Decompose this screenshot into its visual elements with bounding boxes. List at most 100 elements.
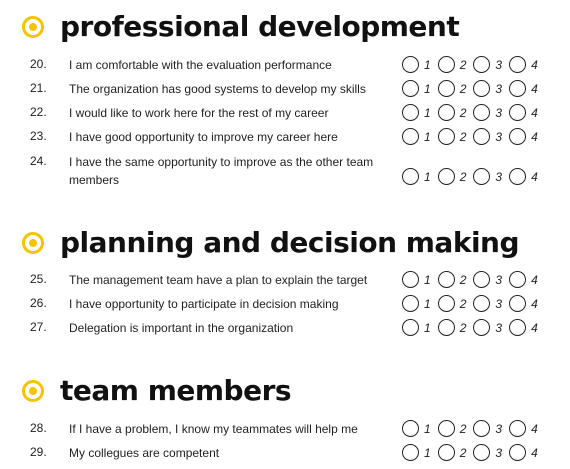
radio-button[interactable]: [509, 104, 527, 121]
rating-option-1[interactable]: 1: [402, 319, 431, 336]
radio-button[interactable]: [509, 56, 527, 73]
radio-button[interactable]: [509, 80, 527, 97]
rating-option-3[interactable]: 3: [473, 420, 502, 437]
rating-option-4[interactable]: 4: [509, 295, 538, 312]
radio-button[interactable]: [402, 128, 419, 145]
radio-button[interactable]: [402, 420, 419, 437]
question-text: I am comfortable with the evaluation per…: [69, 58, 332, 72]
radio-button[interactable]: [509, 271, 527, 288]
rating-options: 1 2 3 4: [402, 420, 545, 437]
rating-option-3[interactable]: 3: [473, 444, 502, 461]
radio-button[interactable]: [437, 168, 455, 185]
rating-options: 1 2 3 4: [402, 168, 545, 185]
rating-options: 1 2 3 4: [402, 56, 545, 73]
radio-button[interactable]: [437, 271, 455, 288]
radio-button[interactable]: [473, 319, 491, 336]
radio-button[interactable]: [509, 168, 527, 185]
target-icon: [22, 15, 44, 38]
rating-option-1[interactable]: 1: [402, 168, 431, 185]
rating-option-4[interactable]: 4: [509, 104, 538, 121]
radio-button[interactable]: [509, 319, 527, 336]
radio-button[interactable]: [473, 128, 491, 145]
question-row: 28. If I have a problem, I know my teamm…: [0, 420, 570, 444]
radio-button[interactable]: [437, 295, 455, 312]
rating-option-3[interactable]: 3: [473, 168, 502, 185]
rating-option-4[interactable]: 4: [509, 319, 538, 336]
section-header-team-members: team members: [22, 374, 292, 407]
rating-option-2[interactable]: 2: [437, 444, 466, 461]
radio-button[interactable]: [402, 104, 419, 121]
rating-option-2[interactable]: 2: [437, 168, 466, 185]
rating-option-1[interactable]: 1: [402, 128, 431, 145]
radio-button[interactable]: [473, 444, 491, 461]
rating-option-3[interactable]: 3: [473, 295, 502, 312]
question-row: 23. I have good opportunity to improve m…: [0, 128, 570, 152]
rating-option-4[interactable]: 4: [509, 271, 538, 288]
rating-option-3[interactable]: 3: [473, 104, 502, 121]
question-row: 26. I have opportunity to participate in…: [0, 295, 570, 319]
rating-option-4[interactable]: 4: [509, 128, 538, 145]
radio-button[interactable]: [437, 128, 455, 145]
rating-option-1[interactable]: 1: [402, 420, 431, 437]
rating-option-1[interactable]: 1: [402, 271, 431, 288]
radio-button[interactable]: [473, 80, 491, 97]
radio-button[interactable]: [509, 128, 527, 145]
question-number: 23.: [30, 129, 47, 143]
rating-option-4[interactable]: 4: [509, 56, 538, 73]
rating-option-4[interactable]: 4: [509, 444, 538, 461]
rating-option-2[interactable]: 2: [437, 420, 466, 437]
radio-button[interactable]: [402, 80, 419, 97]
radio-button[interactable]: [473, 420, 491, 437]
question-row: 21. The organization has good systems to…: [0, 80, 570, 104]
radio-button[interactable]: [473, 168, 491, 185]
radio-button[interactable]: [402, 271, 419, 288]
rating-option-3[interactable]: 3: [473, 56, 502, 73]
question-number: 29.: [30, 445, 47, 459]
rating-option-1[interactable]: 1: [402, 295, 431, 312]
rating-option-4[interactable]: 4: [509, 80, 538, 97]
rating-option-2[interactable]: 2: [437, 128, 466, 145]
rating-option-2[interactable]: 2: [437, 56, 466, 73]
question-row: 22. I would like to work here for the re…: [0, 104, 570, 128]
rating-option-1[interactable]: 1: [402, 444, 431, 461]
radio-button[interactable]: [437, 80, 455, 97]
radio-button[interactable]: [402, 295, 419, 312]
radio-button[interactable]: [509, 295, 527, 312]
rating-option-3[interactable]: 3: [473, 271, 502, 288]
rating-option-3[interactable]: 3: [473, 319, 502, 336]
radio-button[interactable]: [437, 319, 455, 336]
rating-options: 1 2 3 4: [402, 128, 545, 145]
radio-button[interactable]: [437, 104, 455, 121]
radio-button[interactable]: [402, 168, 419, 185]
radio-button[interactable]: [402, 56, 419, 73]
rating-option-2[interactable]: 2: [437, 295, 466, 312]
radio-button[interactable]: [473, 271, 491, 288]
rating-option-1[interactable]: 1: [402, 56, 431, 73]
radio-button[interactable]: [437, 420, 455, 437]
rating-option-3[interactable]: 3: [473, 128, 502, 145]
question-number: 22.: [30, 105, 47, 119]
radio-button[interactable]: [437, 444, 455, 461]
question-number: 26.: [30, 296, 47, 310]
question-row: 25. The management team have a plan to e…: [0, 271, 570, 295]
radio-button[interactable]: [437, 56, 455, 73]
rating-options: 1 2 3 4: [402, 80, 545, 97]
rating-option-1[interactable]: 1: [402, 80, 431, 97]
radio-button[interactable]: [473, 56, 491, 73]
rating-option-2[interactable]: 2: [437, 271, 466, 288]
rating-option-4[interactable]: 4: [509, 168, 538, 185]
radio-button[interactable]: [402, 319, 419, 336]
rating-options: 1 2 3 4: [402, 104, 545, 121]
rating-option-2[interactable]: 2: [437, 104, 466, 121]
rating-option-3[interactable]: 3: [473, 80, 502, 97]
rating-option-4[interactable]: 4: [509, 420, 538, 437]
rating-option-2[interactable]: 2: [437, 319, 466, 336]
radio-button[interactable]: [509, 420, 527, 437]
rating-option-2[interactable]: 2: [437, 80, 466, 97]
section-title: planning and decision making: [60, 226, 520, 259]
radio-button[interactable]: [402, 444, 419, 461]
radio-button[interactable]: [473, 104, 491, 121]
radio-button[interactable]: [473, 295, 491, 312]
radio-button[interactable]: [509, 444, 527, 461]
rating-option-1[interactable]: 1: [402, 104, 431, 121]
